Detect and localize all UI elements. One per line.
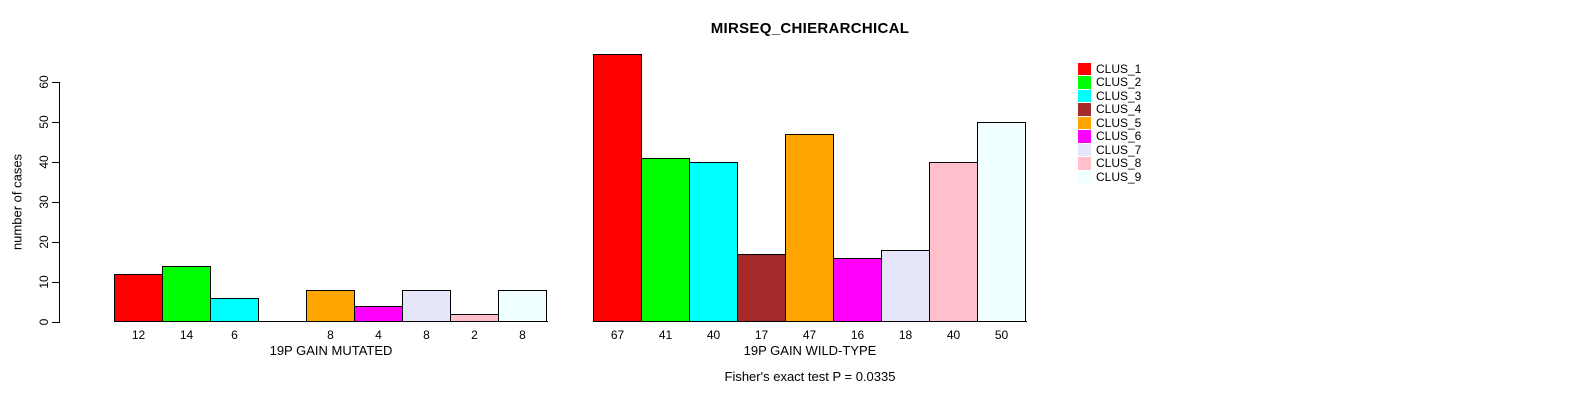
bar-clus_5 bbox=[785, 134, 834, 322]
legend-swatch bbox=[1078, 157, 1091, 170]
bar-value-label: 8 bbox=[519, 328, 526, 342]
legend-item: CLUS_5 bbox=[1078, 116, 1141, 130]
bar-value-labels-mutated: 12 14 6 8 4 8 2 8 bbox=[114, 328, 548, 342]
legend-item: CLUS_3 bbox=[1078, 89, 1141, 103]
legend-swatch bbox=[1078, 76, 1091, 89]
y-tick-mark bbox=[52, 322, 59, 323]
legend-label: CLUS_1 bbox=[1096, 61, 1142, 76]
legend-swatch bbox=[1078, 143, 1091, 156]
bar-value-label: 47 bbox=[802, 328, 817, 342]
bar-clus_1 bbox=[114, 274, 163, 322]
legend-label: CLUS_8 bbox=[1096, 156, 1142, 171]
bar-value-label: 14 bbox=[179, 328, 194, 342]
y-tick-label: 30 bbox=[37, 195, 51, 209]
y-tick-label: 40 bbox=[37, 155, 51, 169]
legend-label: CLUS_9 bbox=[1096, 169, 1142, 184]
bar-value-label: 41 bbox=[658, 328, 673, 342]
bar-clus_6 bbox=[354, 306, 403, 322]
bar-value-label: 16 bbox=[850, 328, 865, 342]
legend-label: CLUS_7 bbox=[1096, 142, 1142, 157]
bar-clus_9 bbox=[977, 122, 1026, 322]
bar-clus_5 bbox=[306, 290, 355, 322]
bar-value-label: 4 bbox=[375, 328, 382, 342]
chart-title: MIRSEQ_CHIERARCHICAL bbox=[710, 20, 910, 37]
bar-clus_2 bbox=[162, 266, 211, 322]
y-tick-label: 50 bbox=[37, 115, 51, 129]
legend: CLUS_1 CLUS_2 CLUS_3 CLUS_4 CLUS_5 CLUS_6 CLUS… bbox=[1078, 62, 1141, 184]
bar-clus_2 bbox=[641, 158, 690, 322]
y-tick-label: 20 bbox=[37, 235, 51, 249]
legend-item: CLUS_6 bbox=[1078, 130, 1141, 144]
legend-item: CLUS_9 bbox=[1078, 170, 1141, 184]
bar-clus_8 bbox=[450, 314, 499, 322]
bar-value-label: 40 bbox=[706, 328, 721, 342]
bar-clus_3 bbox=[210, 298, 259, 322]
x-axis-title-mutated: 19P GAIN MUTATED bbox=[269, 343, 393, 358]
bar-clus_7 bbox=[881, 250, 930, 322]
y-axis-line bbox=[59, 82, 60, 323]
y-tick-label: 60 bbox=[37, 75, 51, 89]
legend-item: CLUS_8 bbox=[1078, 157, 1141, 171]
y-tick-mark bbox=[52, 242, 59, 243]
bar-value-label: 40 bbox=[946, 328, 961, 342]
bar-value-labels-wildtype: 67 41 40 17 47 16 18 40 50 bbox=[593, 328, 1027, 342]
legend-swatch bbox=[1078, 103, 1091, 116]
y-tick-mark bbox=[52, 282, 59, 283]
legend-swatch bbox=[1078, 89, 1091, 102]
legend-item: CLUS_7 bbox=[1078, 143, 1141, 157]
legend-item: CLUS_4 bbox=[1078, 103, 1141, 117]
legend-label: CLUS_5 bbox=[1096, 115, 1142, 130]
legend-swatch bbox=[1078, 116, 1091, 129]
legend-swatch bbox=[1078, 62, 1091, 75]
x-axis-title-wildtype: 19P GAIN WILD-TYPE bbox=[743, 343, 877, 358]
bar-clus_4 bbox=[737, 254, 786, 322]
bar-value-label: 17 bbox=[754, 328, 769, 342]
bar-panel-mutated bbox=[114, 53, 548, 322]
legend-label: CLUS_3 bbox=[1096, 88, 1142, 103]
bar-value-label: 12 bbox=[131, 328, 146, 342]
bar-clus_6 bbox=[833, 258, 882, 322]
bar-clus_9 bbox=[498, 290, 547, 322]
legend-item: CLUS_1 bbox=[1078, 62, 1141, 76]
y-tick-label: 0 bbox=[37, 318, 51, 326]
bar-value-label: 6 bbox=[231, 328, 238, 342]
legend-label: CLUS_6 bbox=[1096, 129, 1142, 144]
bar-value-label: 8 bbox=[327, 328, 334, 342]
bar-value-label: 18 bbox=[898, 328, 913, 342]
bar-value-label: 8 bbox=[423, 328, 430, 342]
fisher-test-annotation: Fisher's exact test P = 0.0335 bbox=[724, 369, 896, 384]
y-tick-mark bbox=[52, 82, 59, 83]
bar-value-label: 2 bbox=[471, 328, 478, 342]
legend-item: CLUS_2 bbox=[1078, 76, 1141, 90]
bar-clus_8 bbox=[929, 162, 978, 322]
y-tick-label: 10 bbox=[37, 275, 51, 289]
bar-value-label: 50 bbox=[994, 328, 1009, 342]
legend-label: CLUS_2 bbox=[1096, 75, 1142, 90]
y-tick-mark bbox=[52, 202, 59, 203]
bar-panel-wildtype bbox=[593, 53, 1027, 322]
legend-label: CLUS_4 bbox=[1096, 102, 1142, 117]
legend-swatch bbox=[1078, 170, 1091, 183]
bar-clus_3 bbox=[689, 162, 738, 322]
bar-clus_7 bbox=[402, 290, 451, 322]
bar-clus_1 bbox=[593, 54, 642, 322]
y-tick-mark bbox=[52, 162, 59, 163]
bar-value-label: 67 bbox=[610, 328, 625, 342]
y-tick-mark bbox=[52, 122, 59, 123]
y-axis-label: number of cases bbox=[9, 153, 25, 251]
legend-swatch bbox=[1078, 130, 1091, 143]
